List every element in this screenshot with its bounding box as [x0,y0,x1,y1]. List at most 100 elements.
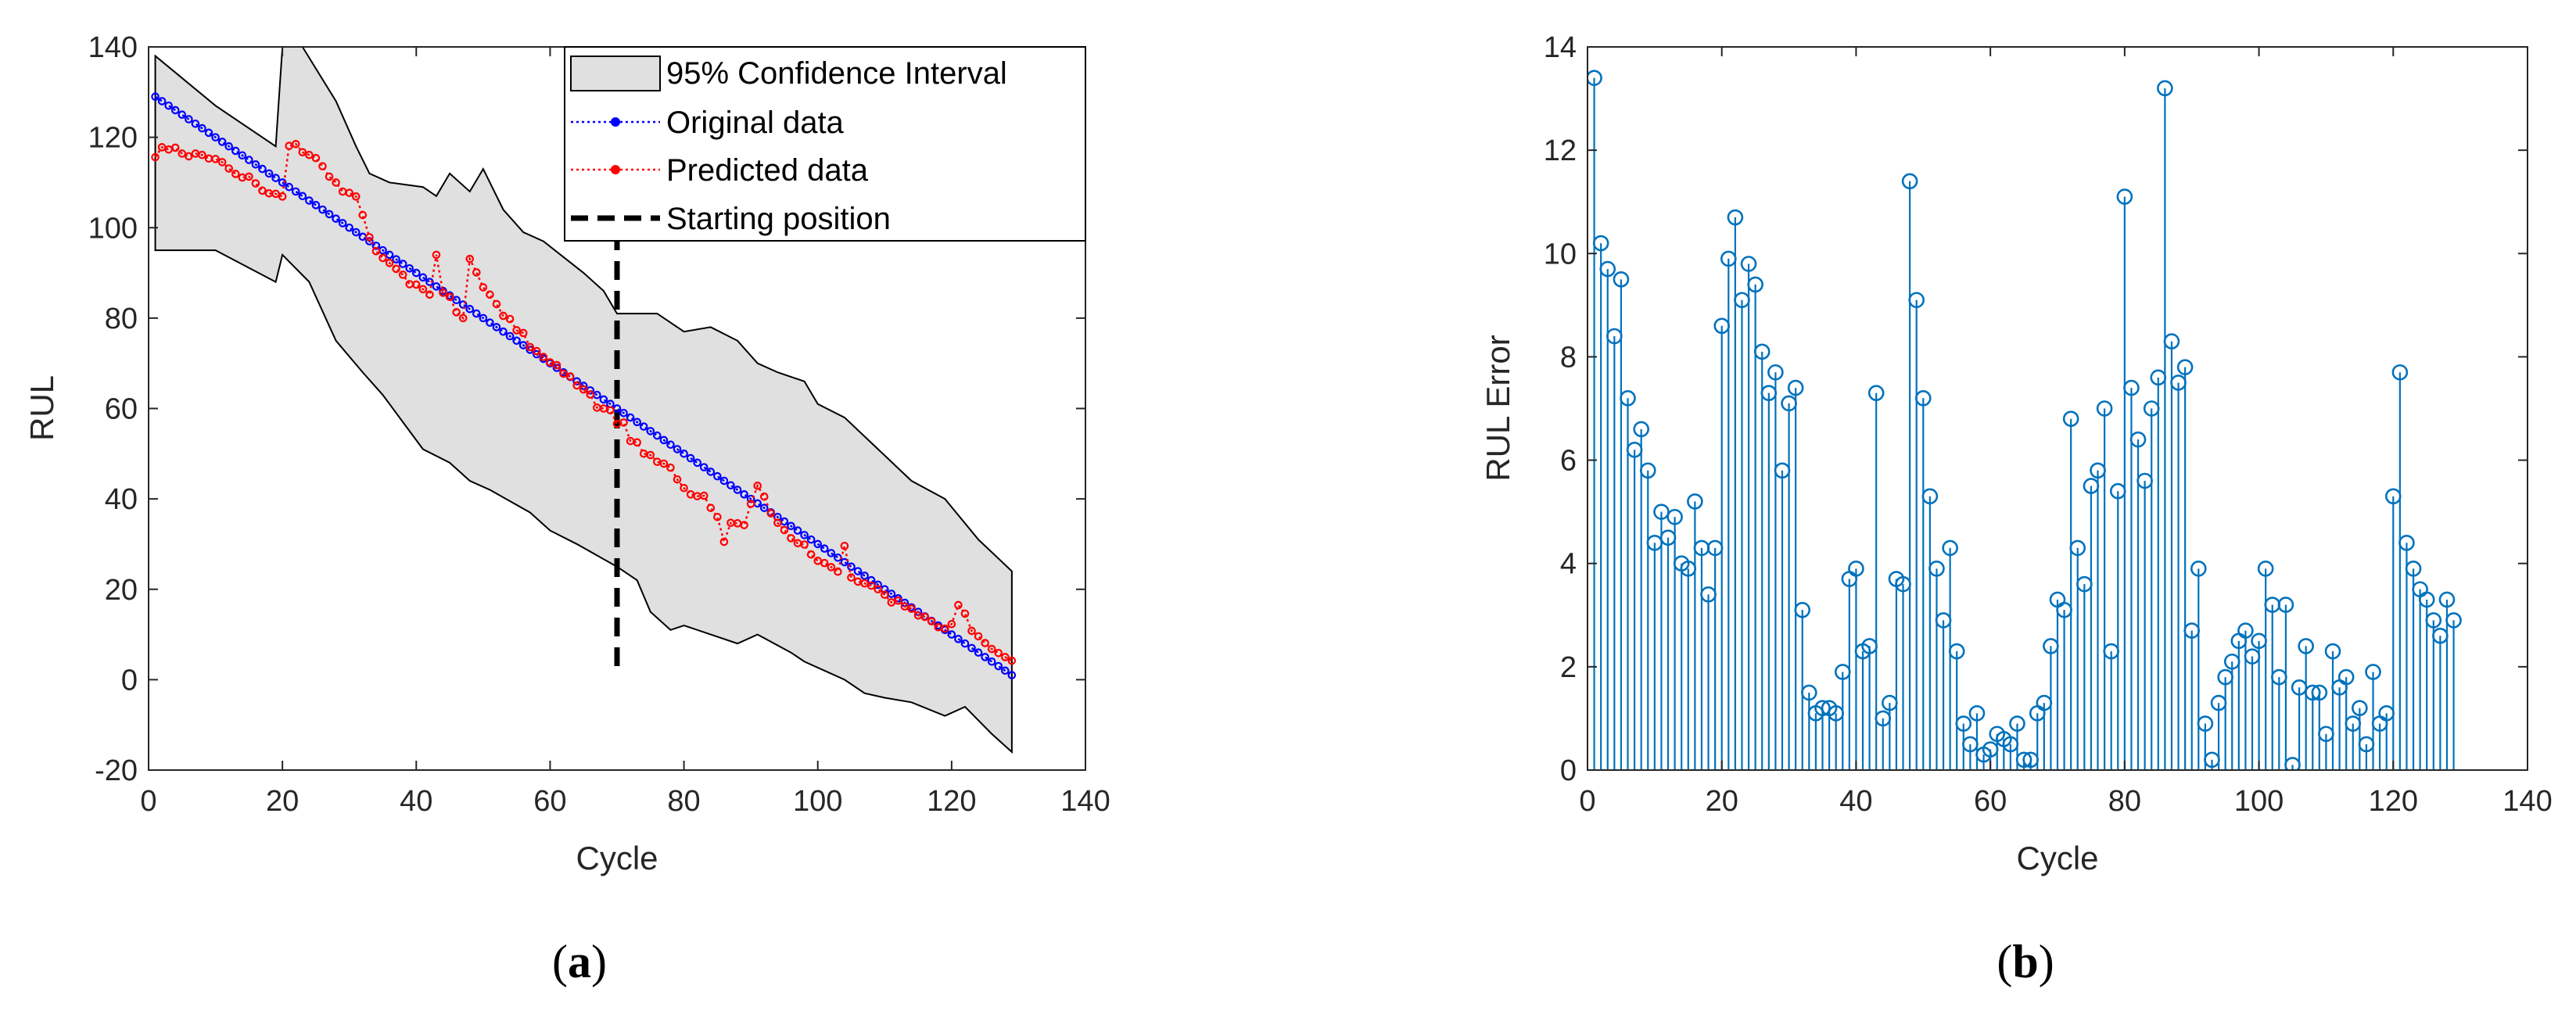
panel-a-chart: 0 20 40 60 80 100 120 140 -20020406080100120140… [23,31,1110,987]
panel-a-legend: 95% Confidence Interval Original data Pr… [564,46,1086,242]
rul-error-marker [2352,700,2368,717]
predicted-data-point [185,152,193,161]
original-data-point [619,408,628,417]
rul-error-marker [2318,726,2334,743]
rul-error-marker [2358,736,2375,753]
original-data-point [278,178,287,187]
panel-b-x-tick-label: 20 [1706,785,1738,818]
rul-error-marker [1928,561,1945,577]
rul-error-marker [2022,751,2039,769]
predicted-data-point [325,172,334,181]
rul-error-marker [2244,648,2261,665]
predicted-data-point [512,326,521,335]
rul-error-marker [1914,389,1932,407]
original-data-point [572,377,581,386]
panel-b-y-tick-label: 8 [1560,341,1577,374]
rul-error-marker [2337,668,2355,686]
predicted-data-point [486,290,494,299]
original-data-point [465,305,475,314]
predicted-data-point [224,164,233,173]
original-data-point [827,549,836,557]
original-data-point [264,169,274,178]
predicted-data-point [492,299,501,309]
original-data-point [245,156,253,164]
rul-error-marker [2163,333,2180,349]
predicted-data-point [371,247,381,256]
original-data-point [185,115,193,124]
rul-error-marker [2036,694,2053,711]
original-data-point [505,331,515,341]
predicted-data-point [759,492,769,501]
predicted-data-point [392,264,400,274]
predicted-data-point [766,509,776,518]
predicted-data-point [579,385,588,394]
original-data-point [981,653,989,661]
rul-error-marker [2129,431,2147,448]
panel-b-y-tick-label: 2 [1560,651,1577,684]
rul-error-marker [1599,260,1616,278]
predicted-data-point [673,475,682,484]
predicted-data-point [298,148,307,157]
predicted-data-point [800,540,809,549]
rul-error-marker [2043,638,2059,654]
rul-error-marker [2157,80,2173,97]
rul-error-marker [2251,632,2267,650]
predicted-data-point [418,285,428,294]
original-data-point [840,557,849,567]
predicted-data-point [606,406,615,415]
predicted-data-point [874,585,883,594]
original-data-point [974,648,983,657]
original-data-point [258,164,267,174]
rul-error-marker [2425,612,2442,629]
panel-b-y-tick-label: 12 [1544,134,1577,167]
rul-error-marker [2418,591,2435,608]
predicted-data-point [379,253,387,263]
rul-error-marker [1948,643,1965,660]
rul-error-marker [2223,653,2241,670]
panel-b-label: (b) [1997,936,2054,987]
rul-error-marker [2197,715,2214,732]
original-data-point [151,92,160,101]
panel-b-y-tick-label: 0 [1560,754,1577,787]
rul-error-marker [1968,705,1986,722]
rul-error-marker [1734,292,1750,309]
predicted-data-point [271,189,280,199]
rul-error-marker [1753,343,1771,360]
original-data-point [298,192,307,201]
original-data-point [646,427,655,435]
rul-error-marker [1687,493,1703,510]
panel-b-x-tick-label: 0 [1579,785,1595,818]
rul-error-marker [2170,374,2187,391]
original-data-point [599,395,608,404]
predicted-data-point [318,162,327,170]
original-data-point [178,110,187,120]
predicted-data-point [351,192,361,201]
original-data-point [987,657,996,666]
predicted-data-point [458,314,468,323]
original-data-point [639,422,648,431]
original-data-point [479,314,488,323]
panel-a-x-tick-label: 100 [793,785,842,818]
predicted-data-point [398,271,407,279]
rul-error-marker [2069,539,2086,557]
rul-error-marker [1653,503,1670,520]
original-data-point [813,539,823,549]
rul-error-marker [2056,601,2072,618]
rul-error-marker [2176,359,2194,375]
predicted-data-point [981,639,989,647]
rul-error-marker [2438,591,2456,608]
original-data-point [699,463,709,471]
rul-error-marker [2365,664,2381,680]
rul-error-marker [2002,736,2019,753]
original-data-point [472,309,481,318]
predicted-data-point [987,644,996,654]
rul-error-marker [1720,250,1737,267]
predicted-data-point [305,150,314,159]
predicted-data-point [432,250,441,260]
panel-a-y-tick-label: 80 [105,303,138,335]
rul-error-marker [2137,472,2153,489]
rul-error-marker [2090,462,2106,479]
legend-swatch-predicted-marker [611,165,620,174]
predicted-data-point [291,139,300,149]
predicted-data-point [746,500,755,508]
